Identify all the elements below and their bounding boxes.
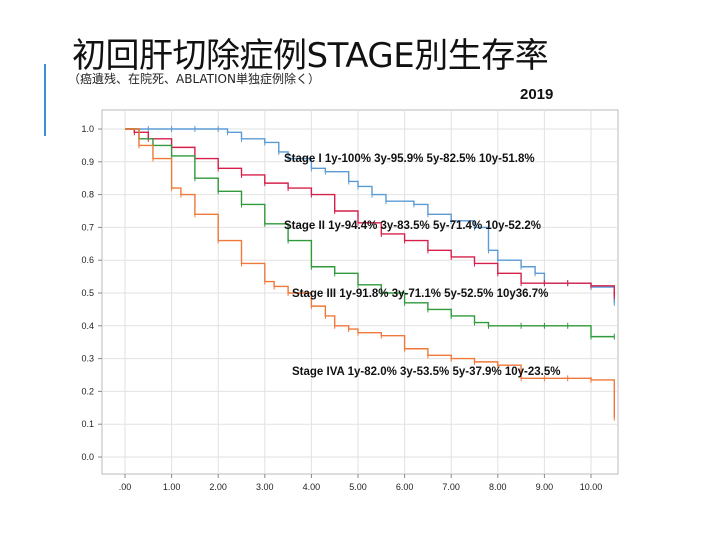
x-axis-ticks: .00 1.00 2.00 3.00 4.00 5.00 6.00 7.00 8.00 9.00 1… [119,474,603,492]
survival-curve-1 [125,128,615,303]
stage-annotation: Stage I 1y-100% 3y-95.9% 5y-82.5% 10y-51… [284,153,535,165]
stage-annotation: Stage IVA 1y-82.0% 3y-53.5% 5y-37.9% 10y… [292,366,561,378]
y-tick-label: 0.8 [81,190,94,200]
x-tick-label: 3.00 [256,482,274,492]
x-tick-label: 9.00 [536,482,554,492]
accent-bar [44,64,46,136]
y-axis-ticks: 0.0 0.1 0.2 0.3 0.4 0.5 0.6 0.7 0.8 0.9 1.0 [81,124,102,462]
y-tick-label: 0.3 [81,354,94,364]
x-tick-label: 1.00 [163,482,181,492]
x-tick-label: 10.00 [580,482,603,492]
y-tick-label: 0.1 [81,419,94,429]
stage-annotation: Stage II 1y-94.4% 3y-83.5% 5y-71.4% 10y-… [284,220,541,232]
stage-annotations: Stage I 1y-100% 3y-95.9% 5y-82.5% 10y-51… [284,153,561,378]
y-tick-label: 0.5 [81,288,94,298]
survival-curves [125,126,615,421]
x-tick-label: 6.00 [396,482,414,492]
y-tick-label: 1.0 [81,124,94,134]
stage-annotation: Stage III 1y-91.8% 3y-71.1% 5y-52.5% 10y… [292,288,548,300]
survival-curve-2 [125,128,615,297]
year-label: 2019 [520,86,554,103]
y-tick-label: 0.9 [81,157,94,167]
x-tick-label: 4.00 [303,482,321,492]
slide-subtitle: （癌遺残、在院死、ABLATION単独症例除く） [68,72,320,86]
y-tick-label: 0.7 [81,222,94,232]
y-tick-label: 0.6 [81,255,94,265]
x-tick-label: 7.00 [442,482,460,492]
x-tick-label: .00 [119,482,132,492]
plot-area [101,109,619,475]
y-tick-label: 0.4 [81,321,94,331]
x-tick-label: 8.00 [489,482,507,492]
x-tick-label: 2.00 [209,482,227,492]
slide-title: 初回肝切除症例STAGE別生存率 [72,36,549,76]
y-tick-label: 0.0 [81,452,94,462]
x-tick-label: 5.00 [349,482,367,492]
grid-lines [102,110,618,474]
y-tick-label: 0.2 [81,386,94,396]
